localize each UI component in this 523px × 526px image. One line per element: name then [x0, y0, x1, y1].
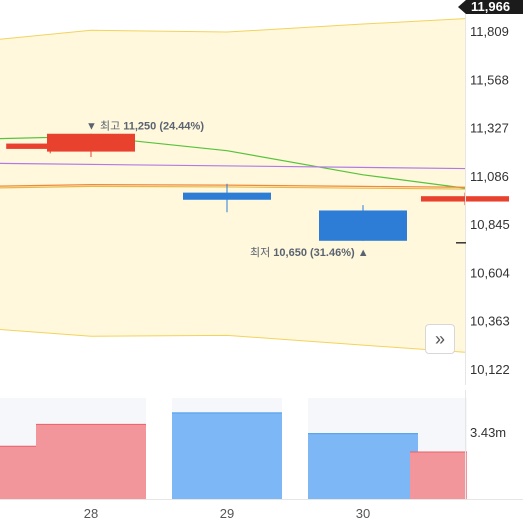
current-price-value: 11,966	[471, 0, 510, 14]
low-annotation-pct: (31.46%)	[310, 247, 358, 259]
volume-panel: 3.43m	[0, 390, 523, 501]
price-tick-label: 10,122	[470, 362, 510, 377]
candle-body-3	[183, 192, 271, 200]
date-tick-label: 28	[84, 506, 98, 521]
volume-tick-label: 3.43m	[470, 425, 506, 440]
high-annotation-pct: (24.44%)	[159, 121, 204, 133]
price-tick-label: 10,604	[470, 265, 510, 280]
current-price-tag-bg	[458, 0, 523, 14]
price-tick-label: 11,809	[470, 24, 509, 39]
low-annotation: 최저 10,650 (31.46%) ▲	[250, 246, 369, 259]
high-annotation: ▼ 최고 11,250 (24.44%)	[86, 120, 204, 133]
high-annotation-label: 최고	[100, 120, 123, 133]
high-annotation-arrow: ▼	[86, 121, 100, 133]
volume-bar-4	[308, 433, 418, 499]
current-price-tag: 11,966	[458, 0, 523, 14]
annotations: ▼ 최고 11,250 (24.44%) 최저 10,650 (31.46%) ▲	[86, 120, 369, 259]
ma-line-2	[0, 162, 465, 170]
band-lower-line	[0, 329, 465, 353]
scroll-right-button[interactable]: »	[425, 324, 455, 354]
candle-body-4	[319, 210, 407, 241]
volume-axis-bg	[467, 398, 523, 501]
price-tick-label: 10,363	[470, 314, 510, 329]
price-tick-label: 10,845	[470, 217, 510, 232]
price-tick-label: 11,086	[470, 169, 509, 184]
candle-body-2	[47, 133, 135, 152]
double-chevron-right-icon: »	[434, 329, 445, 349]
volume-bar-2	[36, 424, 146, 499]
low-annotation-label: 최저	[250, 246, 273, 259]
band-upper-line	[0, 18, 465, 40]
date-tick-label: 29	[220, 506, 234, 521]
low-annotation-arrow: ▲	[358, 247, 369, 259]
low-annotation-value: 10,650	[273, 247, 310, 259]
price-tick-label: 11,568	[470, 72, 509, 87]
high-annotation-value: 11,250	[123, 121, 159, 133]
volume-bar-3	[172, 412, 282, 499]
date-tick-label: 30	[356, 506, 370, 521]
date-axis: 28 29 30	[84, 506, 370, 521]
price-tick-label: 11,327	[470, 121, 509, 136]
